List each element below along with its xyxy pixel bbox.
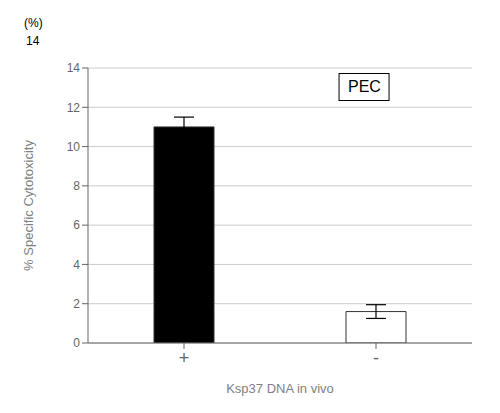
svg-text:0: 0 [73,336,80,350]
svg-text:8: 8 [73,179,80,193]
svg-text:4: 4 [73,258,80,272]
svg-text:12: 12 [67,101,81,115]
svg-text:14: 14 [67,61,81,75]
svg-text:2: 2 [73,297,80,311]
svg-text:-: - [373,348,379,368]
svg-text:Ksp37 DNA in vivo: Ksp37 DNA in vivo [226,381,334,396]
svg-text:6: 6 [73,218,80,232]
html-text:14: 14 [26,34,40,48]
html-text:PEC: PEC [348,78,381,96]
svg-text:10: 10 [67,140,81,154]
svg-text:+: + [179,348,190,368]
svg-text:% Specific Cytotoxicity: % Specific Cytotoxicity [21,140,36,271]
